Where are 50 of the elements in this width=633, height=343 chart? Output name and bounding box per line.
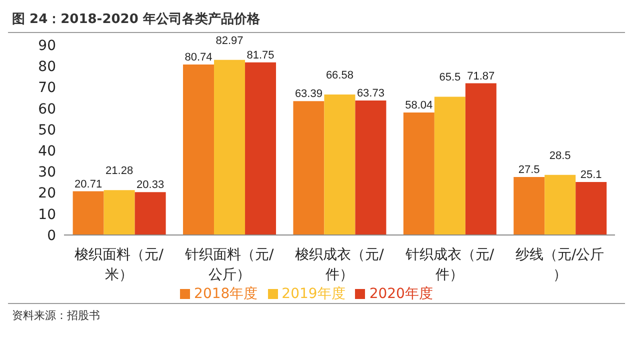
data-label: 25.1 [580,169,602,182]
legend-label: 2020年度 [369,286,433,302]
bar [403,112,434,235]
x-tick-label: 针织面料（元/公斤） [184,247,274,283]
data-label: 28.5 [549,150,571,162]
y-tick-label: 40 [38,144,56,160]
y-tick-label: 20 [38,186,56,202]
bar [183,64,214,235]
x-tick-label: 针织成衣（元/件） [404,247,494,283]
y-tick-label: 70 [38,80,56,96]
data-label: 63.73 [356,87,384,100]
x-tick-label: 梭织面料（元/米） [74,247,164,283]
data-label: 20.71 [74,178,102,190]
bar [576,182,607,235]
y-tick-label: 80 [38,59,56,76]
data-label: 71.87 [467,70,495,82]
text: 资料来源：招股书 [12,308,101,323]
y-tick-label: 60 [38,101,56,118]
y-tick-label: 50 [38,122,56,138]
bar [72,191,104,235]
y-tick-label: 0 [47,228,56,244]
legend-label: 2019年度 [282,286,346,302]
bar [134,192,166,235]
bar [434,96,466,235]
legend-label: 2018年度 [194,286,258,302]
data-label: 63.39 [294,88,322,100]
y-tick-label: 30 [38,164,56,181]
data-label: 80.74 [184,52,212,64]
chart-title: 图 24：2018-2020 年公司各类产品价格 [8,8,625,33]
data-label: 65.5 [439,72,461,84]
data-label: 82.97 [216,34,244,47]
bar [324,94,356,235]
y-tick-label: 90 [38,38,56,54]
bar [104,190,135,235]
x-tick-label: 梭织成衣（元/件） [295,247,384,283]
data-label: 58.04 [405,99,433,112]
bar [544,174,576,235]
data-label: 27.5 [518,164,540,176]
y-tick-label: 10 [38,206,56,223]
data-label: 81.75 [246,49,274,62]
bar [293,101,324,235]
data-label: 21.28 [106,165,134,178]
bar [214,60,246,235]
data-label: 20.33 [136,179,164,192]
bar [465,83,496,235]
bar [514,176,545,235]
data-label: 66.58 [326,69,354,82]
bar [355,100,386,235]
bar [245,62,276,235]
x-tick-label: 纱线（元/公斤） [516,247,604,283]
